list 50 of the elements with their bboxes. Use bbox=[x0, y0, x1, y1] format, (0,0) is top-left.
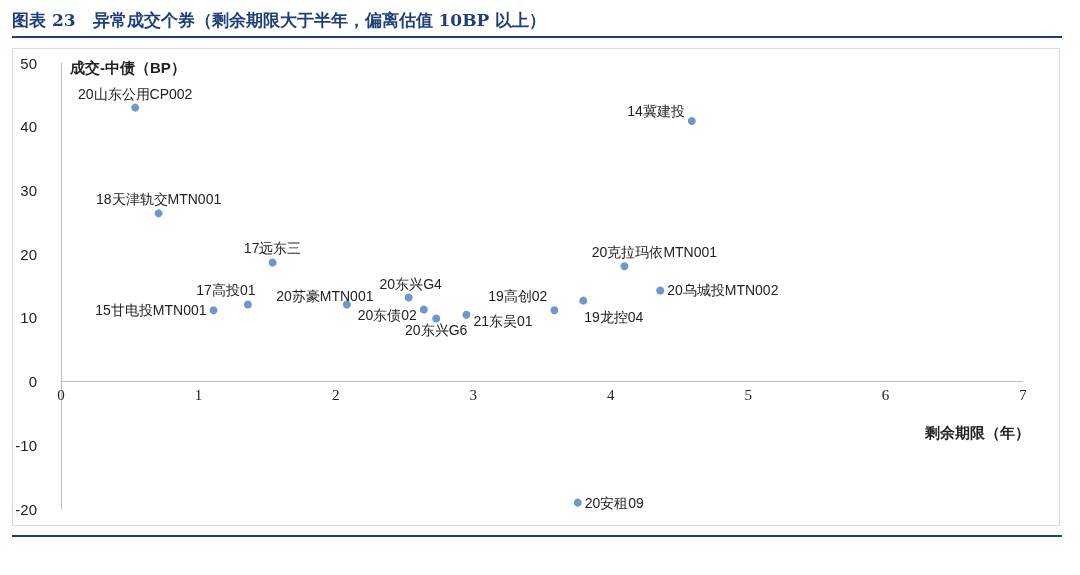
point bbox=[209, 306, 218, 315]
annotation: 20山东公用CP002 bbox=[78, 85, 193, 102]
annotation: 20东债02 bbox=[357, 306, 418, 323]
point bbox=[154, 209, 163, 218]
annotation: 19高创02 bbox=[488, 288, 548, 305]
annotation: 20苏豪MTN001 bbox=[276, 288, 374, 305]
point bbox=[432, 314, 441, 323]
annotation: 18天津轨交MTN001 bbox=[95, 191, 222, 208]
point bbox=[579, 296, 588, 305]
annotation: 20东兴G4 bbox=[379, 276, 443, 293]
x-tick-label: 7 bbox=[1019, 387, 1028, 404]
point bbox=[550, 306, 559, 315]
x-tick-label: 1 bbox=[194, 387, 203, 404]
point bbox=[656, 286, 665, 295]
point bbox=[687, 116, 696, 125]
y-tick-label: -10 bbox=[15, 436, 37, 454]
point bbox=[419, 305, 428, 314]
point bbox=[462, 310, 471, 319]
point bbox=[131, 103, 140, 112]
x-tick-label: 5 bbox=[744, 387, 752, 404]
x-tick-label: 3 bbox=[469, 387, 478, 404]
point bbox=[620, 262, 629, 271]
annotation: 15甘电投MTN001 bbox=[95, 302, 207, 319]
annotation: 20克拉玛依MTN001 bbox=[591, 244, 718, 261]
x-tick-label: 2 bbox=[332, 387, 340, 404]
x-tick-label: 6 bbox=[881, 387, 890, 404]
x-tick-label: 4 bbox=[606, 387, 615, 404]
y-tick-label: -20 bbox=[15, 500, 37, 518]
annotation: 20乌城投MTN002 bbox=[667, 282, 779, 299]
point bbox=[268, 258, 277, 267]
annotation: 17高投01 bbox=[196, 282, 256, 299]
x-tick-label: 0 bbox=[57, 387, 65, 404]
y-tick-label: 10 bbox=[20, 309, 37, 327]
x-axis-title: 剩余期限（年） bbox=[924, 424, 1030, 441]
annotation: 20东兴G6 bbox=[405, 322, 468, 339]
annotation: 19龙控04 bbox=[584, 308, 644, 325]
annotation: 21东吴01 bbox=[473, 312, 533, 329]
annotation: 14冀建投 bbox=[627, 102, 685, 119]
point bbox=[573, 498, 582, 507]
y-axis-title: 成交-中债（BP） bbox=[69, 59, 186, 76]
y-tick-label: 30 bbox=[20, 181, 37, 199]
point bbox=[243, 300, 252, 309]
y-tick-label: 50 bbox=[20, 54, 37, 72]
chart-title: 图表 23 异常成交个券（剩余期限大于半年，偏离估值 10BP 以上） bbox=[12, 6, 1062, 38]
y-tick-label: 0 bbox=[28, 373, 37, 391]
point bbox=[404, 293, 413, 302]
annotation: 20安租09 bbox=[584, 494, 645, 511]
annotation: 17远东三 bbox=[243, 240, 302, 257]
y-tick-label: 40 bbox=[20, 118, 37, 136]
y-tick-label: 20 bbox=[20, 245, 37, 263]
